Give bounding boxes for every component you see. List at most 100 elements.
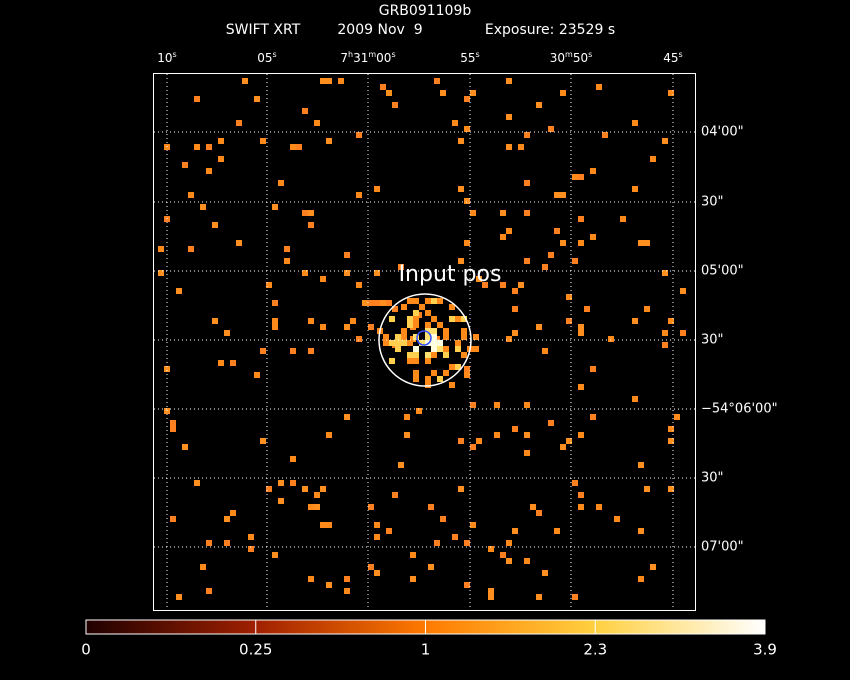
pixel (230, 360, 236, 366)
pixel (395, 334, 401, 340)
pixel (425, 322, 431, 328)
frame (153, 73, 696, 611)
pixel (536, 324, 542, 330)
ra-label-part: s (391, 50, 395, 59)
pixel (290, 144, 296, 150)
pixel (320, 276, 326, 282)
exposure: Exposure: 23529 s (485, 22, 615, 38)
pixel (482, 282, 488, 288)
pixel (362, 300, 368, 306)
pixel (413, 334, 419, 340)
pixel (560, 90, 566, 96)
dec-label: 07'00" (701, 540, 744, 555)
pixel (398, 264, 404, 270)
pixel (326, 582, 332, 588)
pixel (506, 228, 512, 234)
pixel (461, 334, 467, 340)
pixel (437, 376, 443, 382)
pixel (194, 96, 200, 102)
pixel (443, 352, 449, 358)
dec-label: 04'00" (701, 125, 744, 140)
pixel (449, 316, 455, 322)
pixel (236, 120, 242, 126)
pixel (392, 492, 398, 498)
pixel (368, 300, 374, 306)
pixel (578, 492, 584, 498)
pixel (443, 370, 449, 376)
dec-label: 05'00" (701, 264, 744, 279)
pixel (206, 540, 212, 546)
pixel (512, 306, 518, 312)
pixel (470, 210, 476, 216)
pixel (320, 522, 326, 528)
date: 2009 Nov 9 (337, 22, 422, 38)
pixel (176, 288, 182, 294)
pixel (452, 534, 458, 540)
pixel (428, 504, 434, 510)
pixel (188, 192, 194, 198)
pixel (437, 322, 443, 328)
pixel (266, 486, 272, 492)
pixel (437, 298, 443, 304)
pixel (464, 372, 470, 378)
pixel (590, 366, 596, 372)
pixel (404, 432, 410, 438)
pixel (431, 352, 437, 358)
pixel (419, 304, 425, 310)
pixel (413, 370, 419, 376)
pixel (290, 480, 296, 486)
pixel (431, 334, 437, 340)
pixel (524, 258, 530, 264)
pixel (506, 78, 512, 84)
pixel (401, 340, 407, 346)
pixel (464, 540, 470, 546)
dec-label: 30" (701, 471, 724, 486)
pixel (383, 340, 389, 346)
pixel (608, 336, 614, 342)
pixel (461, 328, 467, 334)
pixel (524, 402, 530, 408)
pixel (260, 348, 266, 354)
pixel (506, 558, 512, 564)
pixel (206, 144, 212, 150)
pixel (470, 402, 476, 408)
pixel (182, 162, 188, 168)
ra-label-part: 7 (340, 51, 348, 65)
pixel (578, 432, 584, 438)
pixel (638, 528, 644, 534)
pixel (272, 300, 278, 306)
pixel (218, 138, 224, 144)
ra-label-part: s (679, 50, 683, 59)
pixel (644, 240, 650, 246)
pixel (224, 540, 230, 546)
pixel (374, 270, 380, 276)
pixel (464, 198, 470, 204)
ra-label-part: s (588, 50, 592, 59)
pixel (443, 328, 449, 334)
pixel (230, 510, 236, 516)
pixel (308, 348, 314, 354)
pixel (206, 168, 212, 174)
ra-label: 55s (460, 50, 479, 65)
pixel (407, 316, 413, 322)
pixel (500, 552, 506, 558)
pixel (425, 382, 431, 388)
pixel (308, 576, 314, 582)
pixel (320, 324, 326, 330)
pixel (308, 210, 314, 216)
pixel (548, 420, 554, 426)
pixel (524, 432, 530, 438)
ra-label-part: 05 (257, 51, 272, 65)
ra-label-part: 50 (573, 51, 588, 65)
pixel (614, 516, 620, 522)
pixel (632, 186, 638, 192)
pixel (389, 340, 395, 346)
pixel (308, 504, 314, 510)
pixel (473, 334, 479, 340)
pixel (356, 336, 362, 342)
pixel (644, 306, 650, 312)
pixel (590, 234, 596, 240)
dec-label: −54°06'00" (701, 402, 778, 417)
pixel (431, 346, 437, 352)
pixel (560, 444, 566, 450)
